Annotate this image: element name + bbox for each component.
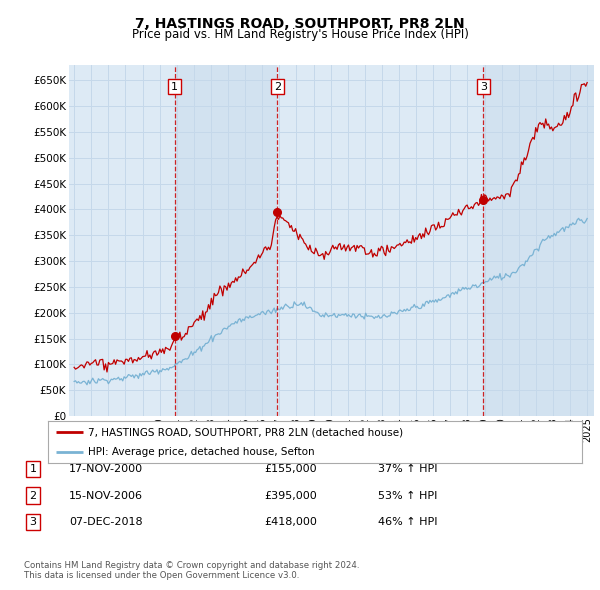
Text: 17-NOV-2000: 17-NOV-2000 (69, 464, 143, 474)
Bar (175, 65, 277, 416)
Text: 7, HASTINGS ROAD, SOUTHPORT, PR8 2LN: 7, HASTINGS ROAD, SOUTHPORT, PR8 2LN (135, 17, 465, 31)
Bar (484, 65, 594, 416)
Text: £418,000: £418,000 (264, 517, 317, 527)
Text: Price paid vs. HM Land Registry's House Price Index (HPI): Price paid vs. HM Land Registry's House … (131, 28, 469, 41)
Text: Contains HM Land Registry data © Crown copyright and database right 2024.: Contains HM Land Registry data © Crown c… (24, 560, 359, 569)
Text: 37% ↑ HPI: 37% ↑ HPI (378, 464, 437, 474)
Text: £155,000: £155,000 (264, 464, 317, 474)
Text: 07-DEC-2018: 07-DEC-2018 (69, 517, 143, 527)
Text: 1: 1 (171, 81, 178, 91)
Text: 46% ↑ HPI: 46% ↑ HPI (378, 517, 437, 527)
Text: HPI: Average price, detached house, Sefton: HPI: Average price, detached house, Seft… (88, 447, 314, 457)
Text: 1: 1 (29, 464, 37, 474)
Text: 2: 2 (274, 81, 281, 91)
Text: This data is licensed under the Open Government Licence v3.0.: This data is licensed under the Open Gov… (24, 571, 299, 580)
Text: 2: 2 (29, 491, 37, 500)
Text: 7, HASTINGS ROAD, SOUTHPORT, PR8 2LN (detached house): 7, HASTINGS ROAD, SOUTHPORT, PR8 2LN (de… (88, 427, 403, 437)
Text: 3: 3 (480, 81, 487, 91)
Text: £395,000: £395,000 (264, 491, 317, 500)
Text: 15-NOV-2006: 15-NOV-2006 (69, 491, 143, 500)
Text: 53% ↑ HPI: 53% ↑ HPI (378, 491, 437, 500)
Text: 3: 3 (29, 517, 37, 527)
